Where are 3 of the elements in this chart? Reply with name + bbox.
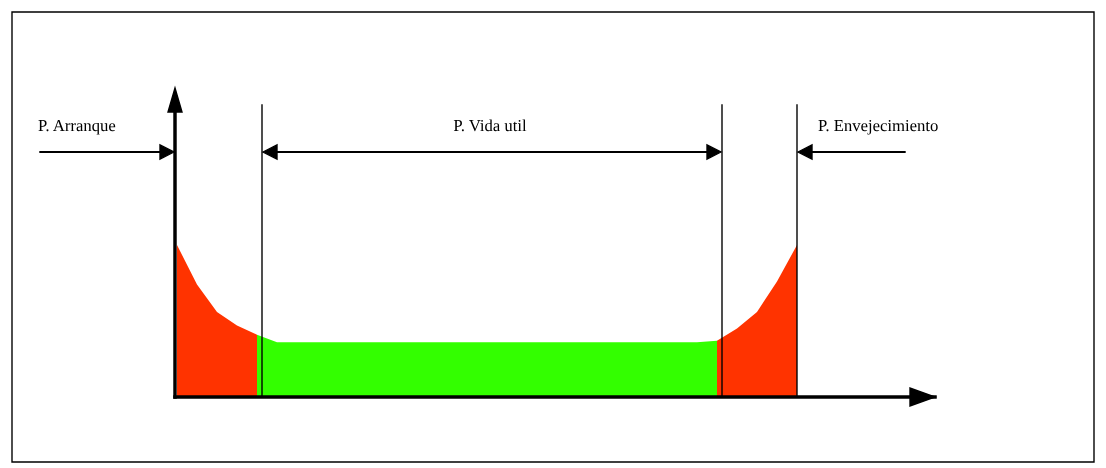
text: P. Vida util [453, 119, 527, 132]
text: P. Envejecimiento [818, 119, 938, 135]
text: P. Arranque [38, 120, 116, 135]
